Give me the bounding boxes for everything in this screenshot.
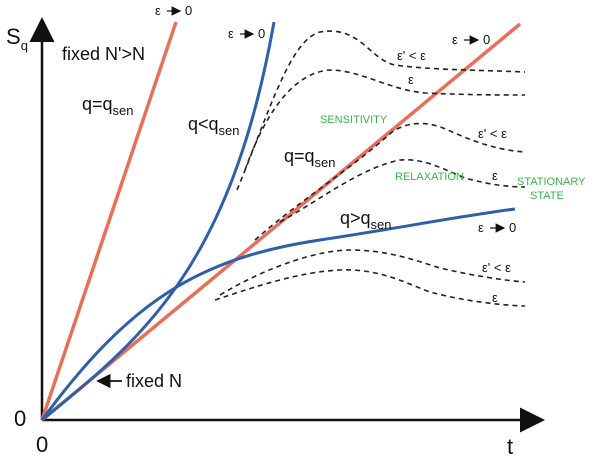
label-eps-prime-2: ε' < ε	[478, 126, 507, 141]
svg-text:ε: ε	[155, 3, 161, 18]
label-fixed-n: fixed N	[126, 371, 182, 391]
label-q-lt-qsen: q<qsen	[188, 114, 240, 138]
eps-to-zero-d: ε 0	[478, 220, 516, 235]
dashed-lower-2	[214, 269, 526, 307]
svg-text:0: 0	[509, 220, 516, 235]
region-stationary-2: STATE	[530, 190, 564, 202]
region-stationary-1: STATIONARY	[517, 176, 586, 188]
label-eps-2: ε	[492, 168, 498, 183]
region-relaxation: RELAXATION	[395, 171, 464, 183]
dashed-lower-1	[219, 249, 526, 296]
svg-text:ε: ε	[478, 220, 484, 235]
origin-x-label: 0	[36, 432, 48, 457]
svg-text:0: 0	[185, 3, 192, 18]
dashed-upper-1	[236, 30, 526, 191]
label-eps-1: ε	[408, 72, 414, 87]
region-sensitivity: SENSITIVITY	[320, 114, 388, 126]
label-q-gt-qsen: q>qsen	[340, 208, 392, 232]
label-eps-prime-1: ε' < ε	[397, 48, 426, 63]
eps-to-zero-b: ε 0	[228, 26, 265, 41]
dashed-upper-2	[244, 69, 526, 171]
svg-text:0: 0	[483, 32, 490, 47]
svg-text:0: 0	[258, 26, 265, 41]
x-axis-label: t	[507, 434, 513, 459]
eps-to-zero-c: ε 0	[452, 32, 490, 47]
red-line-fixed-nprime	[40, 21, 178, 421]
svg-text:ε: ε	[452, 32, 458, 47]
y-axis-label: Sq	[6, 24, 28, 53]
label-eps-prime-3: ε' < ε	[482, 260, 511, 275]
label-eps-3: ε	[492, 290, 498, 305]
label-q-eq-qsen-1: q=qsen	[82, 94, 134, 118]
eps-to-zero-a: ε 0	[155, 3, 192, 18]
svg-text:ε: ε	[228, 26, 234, 41]
origin-y-label: 0	[14, 406, 26, 431]
dashed-middle-1	[254, 122, 526, 241]
label-fixed-nprime: fixed N'>N	[62, 44, 145, 64]
dashed-middle-2	[279, 159, 526, 223]
blue-curve-q-gt-qsen	[40, 207, 516, 421]
blue-curve-q-lt-qsen	[41, 21, 276, 422]
label-q-eq-qsen-2: q=qsen	[284, 146, 336, 170]
